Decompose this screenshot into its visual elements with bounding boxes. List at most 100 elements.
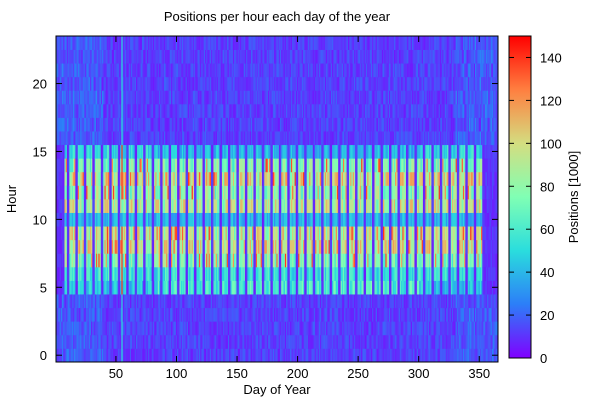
heatmap-cell (137, 90, 139, 105)
heatmap-cell (263, 294, 265, 309)
heatmap-cell (234, 334, 236, 349)
heatmap-cell (99, 294, 102, 309)
heatmap-cell (217, 226, 219, 241)
heatmap-cell (56, 199, 58, 213)
heatmap-cell (250, 144, 253, 159)
heatmap-cell (162, 63, 165, 78)
heatmap-cell (293, 76, 295, 91)
heatmap-cell (64, 334, 67, 349)
heatmap-cell (112, 199, 115, 213)
heatmap-cell (125, 307, 127, 322)
heatmap-cell (213, 49, 216, 64)
heatmap-cell (298, 158, 300, 173)
heatmap-cell (122, 90, 125, 105)
heatmap-cell (133, 36, 136, 50)
heatmap-cell (207, 185, 209, 200)
heatmap-cell (213, 212, 216, 227)
heatmap-cell (103, 294, 105, 309)
heatmap-cell (64, 36, 67, 50)
heatmap-cell (157, 307, 160, 322)
heatmap-cell (72, 334, 75, 349)
heatmap-cell (203, 253, 206, 268)
heatmap-cell (270, 321, 272, 336)
heatmap-cell (221, 49, 224, 64)
heatmap-cell (204, 90, 207, 105)
heatmap-cell (237, 321, 240, 336)
heatmap-cell (207, 239, 209, 254)
heatmap-cell (217, 158, 219, 173)
heatmap-cell (227, 185, 230, 200)
heatmap-cell (241, 199, 243, 213)
heatmap-cell (56, 90, 58, 105)
heatmap-cell (121, 158, 124, 173)
heatmap-cell (110, 307, 113, 322)
heatmap-cell (242, 226, 245, 241)
heatmap-cell (305, 226, 308, 241)
heatmap-cell (138, 226, 140, 241)
heatmap-cell (238, 334, 241, 349)
heatmap-cell (283, 321, 286, 336)
heatmap-cell (213, 321, 216, 336)
heatmap-cell (125, 239, 127, 254)
heatmap-cell (203, 239, 206, 254)
heatmap-cell (82, 212, 85, 227)
heatmap-cell (252, 117, 254, 132)
heatmap-cell (293, 226, 295, 241)
heatmap-cell (213, 63, 216, 78)
heatmap-cell (305, 239, 308, 254)
heatmap-cell (237, 199, 240, 213)
heatmap-cell (272, 63, 275, 78)
heatmap-cell (95, 49, 98, 64)
heatmap-cell (187, 321, 190, 336)
heatmap-cell (108, 158, 110, 173)
heatmap-cell (143, 253, 145, 268)
heatmap-cell (64, 63, 67, 78)
heatmap-cell (68, 131, 70, 146)
heatmap-cell (81, 144, 84, 159)
heatmap-cell (139, 171, 142, 186)
heatmap-cell (122, 158, 125, 173)
heatmap-cell (80, 131, 82, 146)
heatmap-cell (264, 348, 266, 363)
heatmap-cell (139, 90, 142, 105)
heatmap-cell (293, 185, 295, 200)
heatmap-cell (243, 226, 246, 241)
heatmap-cell (207, 158, 209, 173)
heatmap-cell (59, 36, 62, 50)
heatmap-cell (197, 90, 200, 105)
heatmap-cell (75, 266, 77, 281)
heatmap-cell (225, 158, 228, 173)
heatmap-cell (156, 185, 159, 200)
heatmap-cell (105, 103, 108, 118)
heatmap-cell (306, 253, 309, 268)
heatmap-cell (169, 212, 172, 227)
heatmap-cell (223, 212, 225, 227)
heatmap-cell (68, 90, 70, 105)
heatmap-cell (163, 253, 166, 268)
heatmap-cell (195, 63, 197, 78)
heatmap-cell (125, 280, 127, 295)
heatmap-cell (83, 49, 86, 64)
heatmap-cell (110, 321, 113, 336)
heatmap-cell (154, 239, 156, 254)
heatmap-cell (231, 212, 234, 227)
heatmap-cell (269, 49, 271, 64)
heatmap-cell (253, 199, 255, 213)
heatmap-cell (160, 144, 162, 159)
heatmap-cell (155, 348, 157, 363)
heatmap-cell (240, 144, 242, 159)
heatmap-cell (190, 294, 193, 309)
heatmap-cell (292, 253, 294, 268)
heatmap-cell (190, 307, 193, 322)
heatmap-cell (296, 103, 299, 118)
heatmap-cell (185, 239, 188, 254)
heatmap-cell (99, 226, 102, 241)
heatmap-cell (278, 144, 281, 159)
heatmap-cell (174, 144, 177, 159)
heatmap-cell (86, 239, 88, 254)
heatmap-cell (110, 36, 113, 50)
heatmap-cell (177, 334, 179, 349)
heatmap-cell (137, 36, 139, 50)
heatmap-cell (273, 334, 276, 349)
heatmap-cell (240, 49, 242, 64)
